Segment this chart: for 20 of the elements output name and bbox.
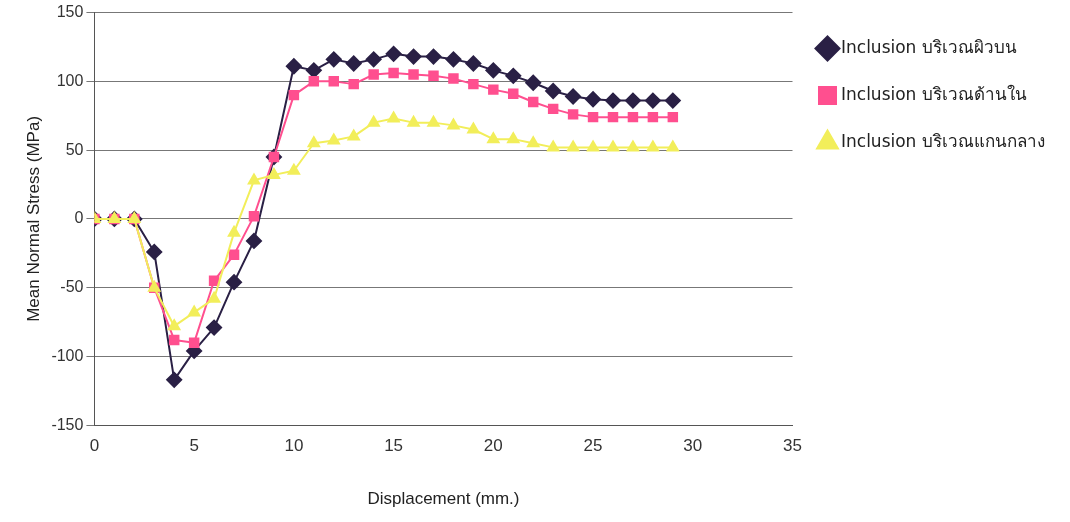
x-tick-label: 35 — [783, 436, 802, 456]
x-tick-label: 5 — [189, 436, 199, 456]
x-tick-label: 30 — [683, 436, 703, 456]
x-tick-label: 20 — [483, 436, 503, 456]
x-axis-title: Displacement (mm.) — [367, 489, 520, 509]
x-tick-label: 15 — [384, 436, 404, 456]
y-tick-label: -100 — [51, 346, 84, 364]
legend-label: Inclusion บริเวณแกนกลาง — [841, 130, 1045, 151]
y-tick-label: 0 — [74, 209, 84, 227]
x-tick-label: 10 — [284, 436, 304, 456]
x-tick-label: 25 — [583, 436, 603, 456]
y-tick-label: 150 — [56, 3, 84, 21]
x-tick-label: 0 — [89, 436, 100, 456]
y-axis-title: Mean Normal Stress (MPa) — [23, 115, 43, 322]
y-tick-label: -150 — [51, 415, 84, 433]
legend-label: Inclusion บริเวณด้านใน — [841, 83, 1027, 104]
y-tick-label: 100 — [56, 71, 84, 89]
y-tick-label: 50 — [65, 140, 84, 158]
y-tick-label: -50 — [60, 278, 84, 296]
legend-label: Inclusion บริเวณผิวบน — [841, 36, 1017, 57]
